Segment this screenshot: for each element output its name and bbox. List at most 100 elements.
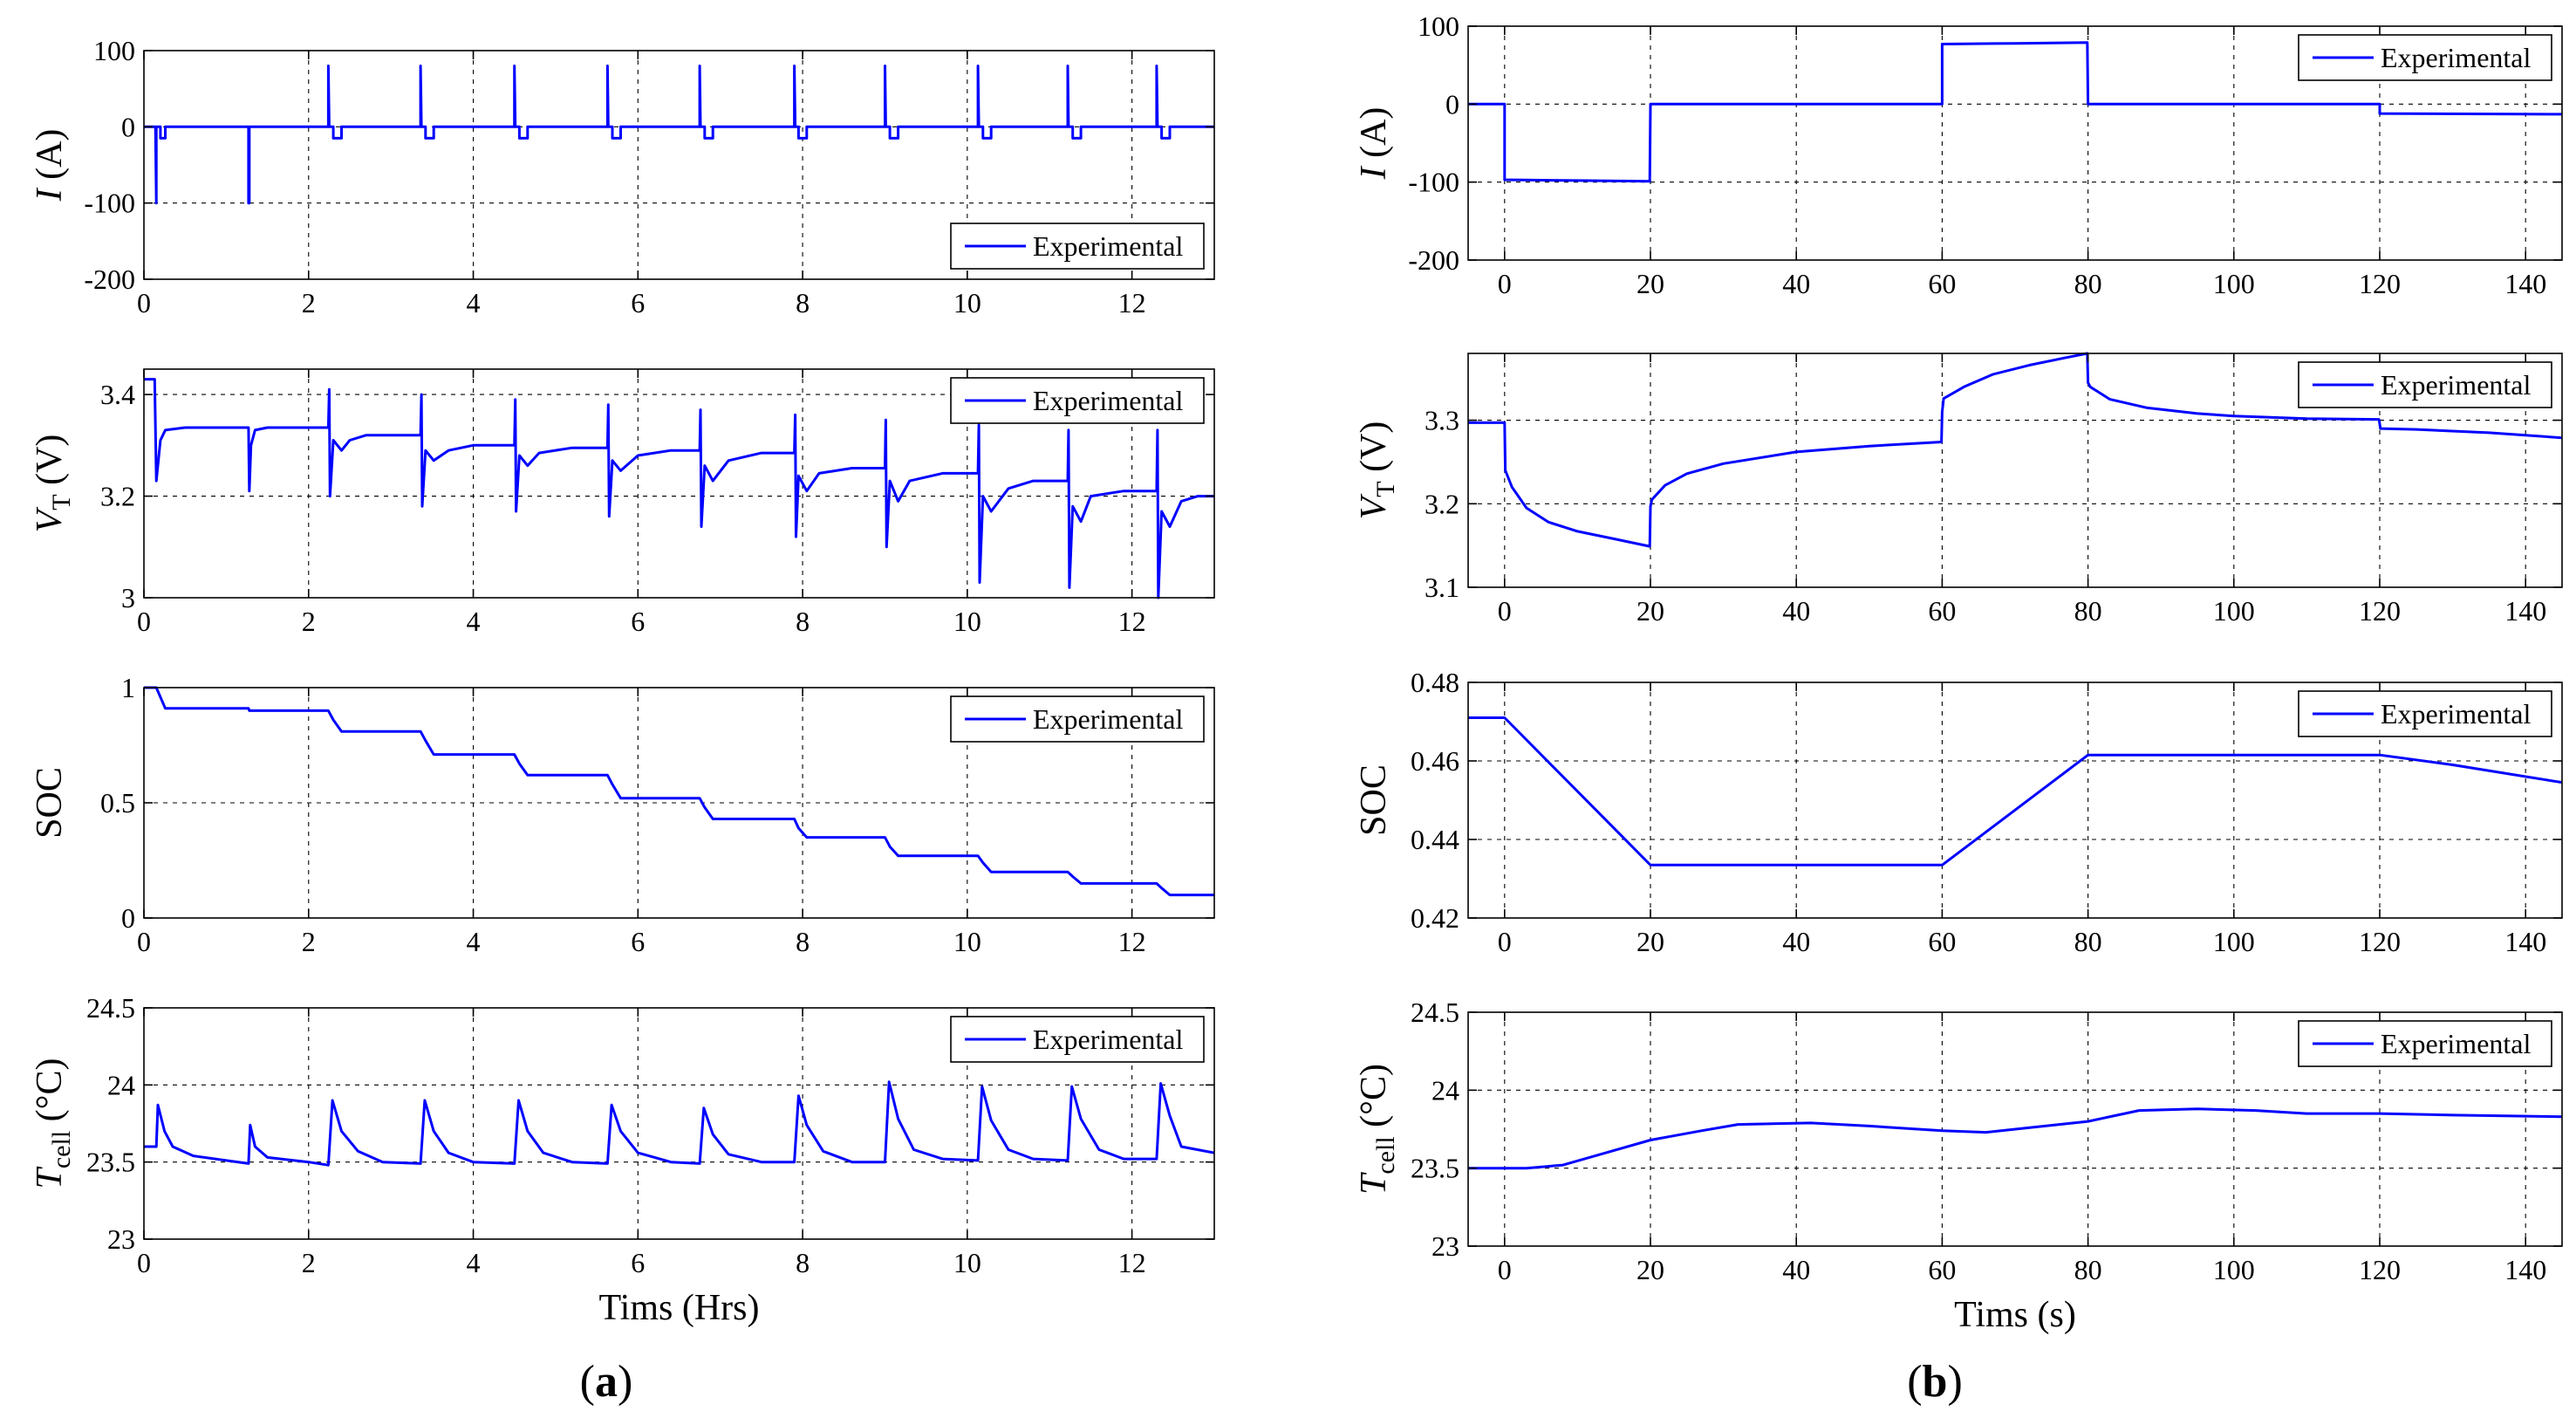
- subplot-a-1: 0 2 4 6 8 10 12 -200 -100 0 100 I (A) Experimental: [30, 35, 1215, 319]
- x-tick-label: 6: [631, 606, 645, 637]
- series-line-experimental: [1468, 716, 2562, 867]
- y-tick-label: 24: [1431, 1074, 1459, 1106]
- y-axis-label-main: SOC: [1354, 764, 1394, 836]
- y-axis-label-unit: (°C): [1354, 1064, 1394, 1136]
- x-tick-label: 12: [1118, 926, 1146, 957]
- x-tick-label: 0: [137, 606, 151, 637]
- y-axis-label: Tcell (°C): [30, 1058, 76, 1189]
- x-tick-label: 140: [2504, 926, 2546, 957]
- y-axis-label: VT (V): [30, 435, 76, 533]
- subplot-b-1: 0 20 40 60 80 100 120 140 -200 -100 0 100 I (A) Exper…: [1354, 10, 2563, 299]
- x-tick-label: 10: [953, 606, 981, 637]
- x-tick-label: 0: [1498, 268, 1512, 299]
- x-tick-label: 0: [1498, 1254, 1512, 1285]
- plot-frame: [1467, 25, 2563, 261]
- x-tick-label: 140: [2504, 1254, 2546, 1285]
- y-axis-label-unit: (V): [30, 435, 70, 495]
- x-tick-label: 4: [467, 606, 481, 637]
- x-tick-label: 6: [631, 287, 645, 319]
- x-tick-label: 6: [631, 1247, 645, 1278]
- legend-label: Experimental: [1033, 703, 1183, 735]
- x-tick-label: 10: [953, 926, 981, 957]
- legend-label: Experimental: [2381, 369, 2531, 401]
- y-tick-label: 1: [121, 672, 135, 703]
- legend: Experimental: [2298, 34, 2552, 81]
- y-tick-label: 24: [107, 1069, 135, 1100]
- x-tick-label: 4: [467, 287, 481, 319]
- plot-frame: [1467, 682, 2563, 919]
- x-tick-label: 20: [1636, 595, 1664, 627]
- caption-letter: a: [595, 1357, 618, 1407]
- x-tick-label: 120: [2359, 268, 2401, 299]
- series-line-experimental: [1468, 1107, 2562, 1170]
- subplot-a-3: 0 2 4 6 8 10 12 0 0.5 1 SOC Experimental: [30, 672, 1215, 957]
- x-tick-label: 2: [302, 287, 316, 319]
- x-tick-label: 2: [302, 1247, 316, 1278]
- subplot-a-2: 0 2 4 6 8 10 12 3 3.2 3.4 VT (V) Experimental: [30, 368, 1215, 637]
- y-axis-label: VT (V): [1354, 421, 1400, 520]
- y-tick-label: 0.46: [1411, 745, 1459, 777]
- plot-frame: [143, 50, 1215, 280]
- x-axis-label: Tims (Hrs): [599, 1288, 760, 1328]
- x-tick-label: 120: [2359, 1254, 2401, 1285]
- y-axis-label-main: I: [1354, 165, 1394, 180]
- x-tick-label: 10: [953, 287, 981, 319]
- x-tick-label: 0: [137, 1247, 151, 1278]
- x-tick-label: 120: [2359, 926, 2401, 957]
- x-tick-label: 60: [1928, 1254, 1956, 1285]
- x-tick-label: 8: [796, 606, 810, 637]
- y-axis-label: SOC: [30, 767, 70, 839]
- x-tick-label: 40: [1782, 268, 1810, 299]
- x-tick-label: 4: [467, 926, 481, 957]
- y-tick-label: -100: [1408, 167, 1459, 198]
- y-tick-label: 0.5: [100, 787, 135, 819]
- series-line-experimental: [1468, 41, 2562, 183]
- x-tick-label: 4: [467, 1247, 481, 1278]
- y-tick-label: 3: [121, 582, 135, 613]
- series-line-experimental: [1468, 352, 2562, 548]
- legend: Experimental: [950, 695, 1205, 743]
- y-axis-label-unit: (V): [1354, 421, 1394, 482]
- x-tick-label: 80: [2074, 1254, 2102, 1285]
- y-tick-label: 24.5: [1411, 997, 1459, 1028]
- x-tick-label: 6: [631, 926, 645, 957]
- x-tick-label: 80: [2074, 926, 2102, 957]
- y-tick-label: 0.48: [1411, 667, 1459, 698]
- legend: Experimental: [2298, 361, 2552, 408]
- y-axis-label: I (A): [30, 129, 70, 202]
- y-axis-label-subscript: T: [47, 494, 76, 510]
- plot-frame: [1467, 1011, 2563, 1247]
- series-line-experimental: [144, 1080, 1214, 1167]
- y-tick-label: 23.5: [86, 1147, 135, 1178]
- x-tick-label: 8: [796, 287, 810, 319]
- legend-label: Experimental: [1033, 385, 1183, 416]
- x-tick-label: 140: [2504, 595, 2546, 627]
- legend-label: Experimental: [2381, 1028, 2531, 1059]
- plot-frame: [143, 368, 1215, 599]
- x-tick-label: 120: [2359, 595, 2401, 627]
- y-tick-label: 3.1: [1425, 572, 1459, 603]
- y-axis-label-subscript: T: [1371, 481, 1400, 497]
- legend-label: Experimental: [2381, 698, 2531, 730]
- legend: Experimental: [950, 223, 1205, 270]
- plot-frame: [1467, 353, 2563, 588]
- y-axis-label-main: V: [30, 506, 70, 532]
- x-tick-label: 100: [2213, 1254, 2255, 1285]
- caption-paren: ): [1947, 1357, 1962, 1407]
- legend: Experimental: [2298, 1020, 2552, 1067]
- x-tick-label: 20: [1636, 926, 1664, 957]
- panel-caption-b: (b): [1907, 1357, 1963, 1407]
- series-line-experimental: [144, 65, 1214, 205]
- y-tick-label: 23: [107, 1223, 135, 1255]
- y-axis-label: SOC: [1354, 764, 1394, 836]
- y-tick-label: 3.3: [1425, 405, 1459, 436]
- caption-letter: b: [1923, 1357, 1948, 1407]
- legend-label: Experimental: [1033, 1024, 1183, 1055]
- x-tick-label: 12: [1118, 287, 1146, 319]
- y-axis-label-main: T: [1354, 1172, 1394, 1195]
- legend: Experimental: [950, 377, 1205, 424]
- y-tick-label: 24.5: [86, 992, 135, 1024]
- x-tick-label: 60: [1928, 268, 1956, 299]
